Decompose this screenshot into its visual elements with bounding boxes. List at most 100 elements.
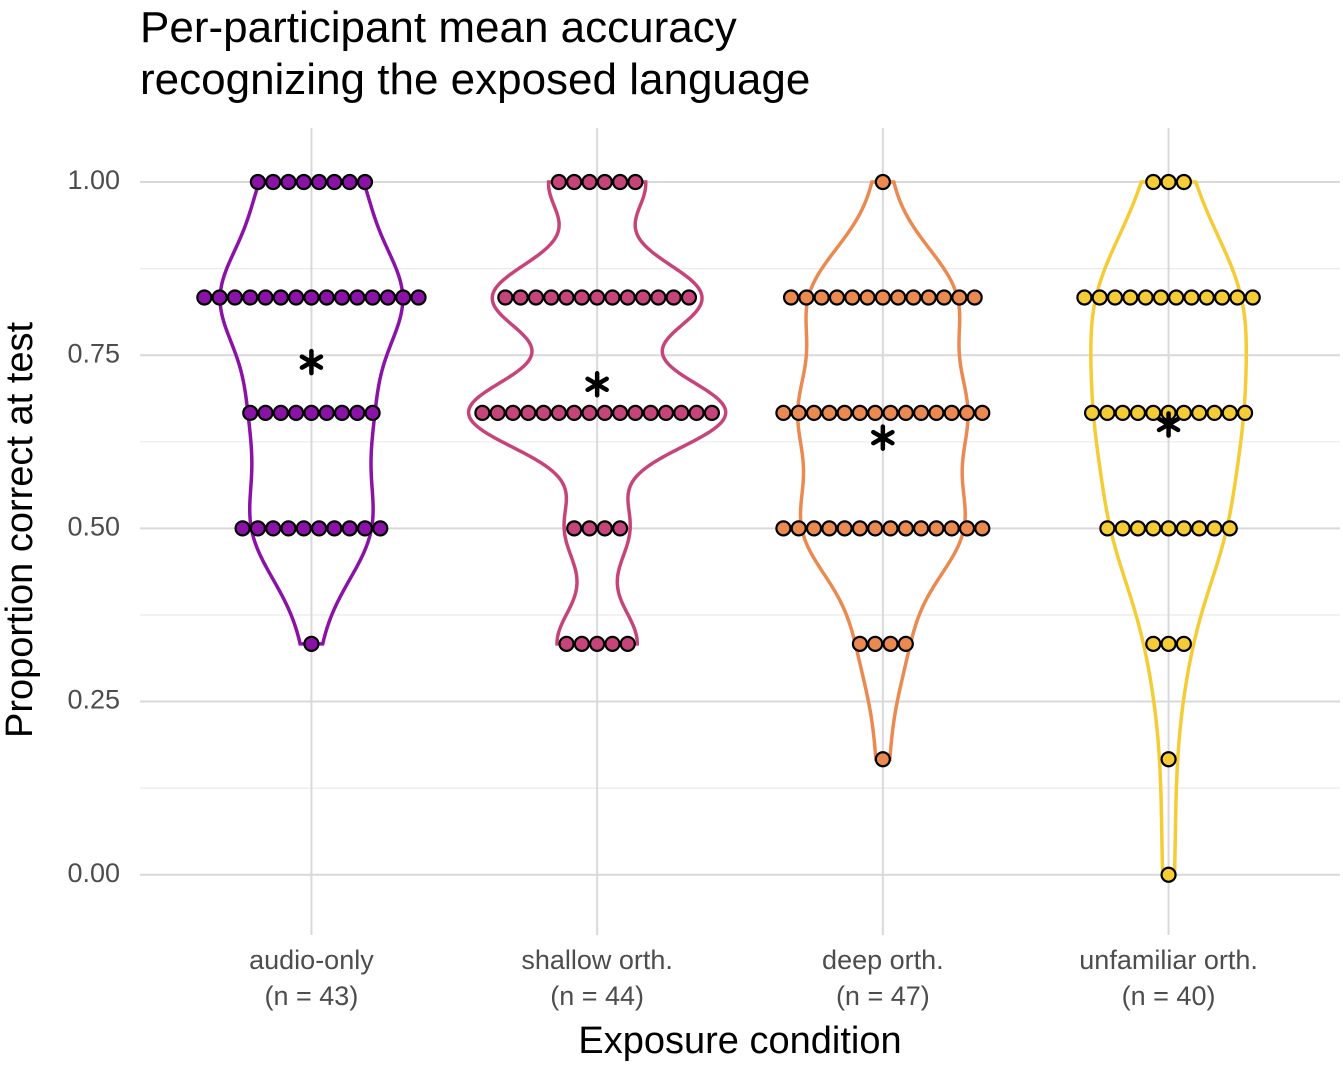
dot	[874, 751, 891, 768]
violin	[466, 180, 728, 646]
dot	[566, 173, 583, 191]
dot	[897, 404, 914, 422]
dot	[1175, 173, 1192, 191]
mean-marker	[871, 424, 895, 451]
dot	[596, 404, 613, 422]
dot	[234, 520, 251, 537]
dot	[790, 520, 807, 537]
dot	[611, 173, 629, 191]
dot	[566, 520, 583, 537]
dot	[1145, 173, 1162, 191]
dot	[627, 404, 644, 422]
x-tick-label: unfamiliar orth.	[1079, 945, 1258, 975]
dot	[657, 404, 675, 422]
dot	[341, 520, 358, 537]
dot	[318, 289, 335, 306]
dot	[867, 404, 884, 422]
dot	[512, 289, 529, 306]
dot	[326, 520, 343, 537]
dot	[1221, 404, 1238, 422]
dot	[527, 289, 545, 306]
dot	[867, 635, 884, 652]
dot	[543, 289, 560, 306]
dot	[673, 404, 690, 422]
dot	[196, 289, 213, 306]
dot	[1191, 404, 1208, 422]
dot	[604, 289, 621, 306]
dot	[310, 520, 328, 537]
dot	[627, 173, 644, 191]
dot	[364, 404, 381, 422]
dot	[1114, 520, 1131, 537]
dot	[680, 289, 698, 306]
x-tick-label: shallow orth.	[521, 945, 673, 975]
dot	[1175, 404, 1192, 422]
dot	[890, 289, 907, 306]
dot	[489, 404, 506, 422]
dot	[520, 404, 537, 422]
chart-title: recognizing the exposed language	[140, 55, 810, 104]
dot	[1129, 520, 1147, 537]
dot	[333, 404, 351, 422]
dot	[1160, 173, 1177, 191]
dot	[790, 404, 807, 422]
dot	[280, 520, 297, 537]
dot	[604, 635, 621, 652]
dot	[1099, 520, 1116, 537]
dot	[798, 289, 815, 306]
dot	[589, 289, 606, 306]
dot	[280, 173, 297, 191]
dot	[1160, 520, 1177, 537]
dot	[1191, 520, 1208, 537]
dot	[1076, 289, 1093, 306]
y-tick-label: 0.25	[67, 685, 120, 715]
violin	[1089, 180, 1249, 877]
dot	[611, 404, 629, 422]
dot	[775, 404, 792, 422]
dot	[303, 635, 320, 652]
x-tick-label: (n = 43)	[265, 981, 359, 1011]
dot	[265, 173, 282, 191]
dot	[920, 289, 937, 306]
mean-marker	[299, 348, 324, 376]
dot	[573, 635, 590, 652]
dot	[379, 289, 397, 306]
dot	[1106, 289, 1124, 306]
dot	[535, 404, 552, 422]
dot	[805, 520, 823, 537]
dot	[581, 173, 598, 191]
dot	[1160, 751, 1177, 768]
dot	[349, 404, 366, 422]
chart-title: Per-participant mean accuracy	[140, 3, 737, 52]
dot	[642, 404, 659, 422]
dot	[836, 520, 853, 537]
dot	[650, 289, 667, 306]
dot	[596, 520, 613, 537]
dot	[257, 404, 274, 422]
dot	[581, 520, 598, 537]
dot	[828, 289, 846, 306]
x-tick-label: (n = 40)	[1122, 981, 1216, 1011]
dot	[1129, 404, 1147, 422]
dot	[928, 520, 945, 537]
dot	[1206, 404, 1223, 422]
x-tick-label: (n = 47)	[836, 981, 930, 1011]
dot	[288, 289, 305, 306]
dot	[596, 173, 613, 191]
dot	[474, 404, 491, 422]
dot	[395, 289, 412, 306]
dot	[349, 289, 366, 306]
dot	[882, 404, 899, 422]
dot	[272, 289, 289, 306]
dot	[550, 173, 567, 191]
dot	[974, 404, 991, 422]
y-tick-label: 1.00	[67, 165, 120, 195]
dot	[364, 289, 381, 306]
x-tick-label: audio-only	[249, 945, 374, 975]
dot	[851, 404, 869, 422]
dot	[341, 173, 358, 191]
dot	[1145, 635, 1162, 652]
dot	[1114, 404, 1131, 422]
dot	[242, 404, 259, 422]
y-axis-title: Proportion correct at test	[0, 322, 41, 739]
